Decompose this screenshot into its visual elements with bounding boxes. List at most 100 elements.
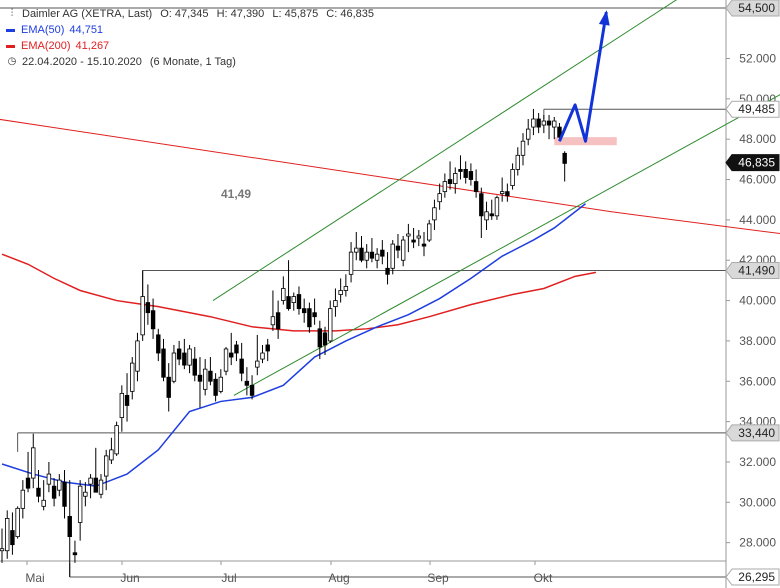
high-value: H: 47,390 — [216, 8, 265, 20]
candle — [546, 114, 552, 140]
candle-body — [57, 479, 62, 491]
candle-body — [442, 181, 448, 193]
candle-body — [281, 288, 286, 301]
candle-body — [229, 352, 234, 358]
candle — [67, 480, 72, 577]
candle — [301, 298, 307, 323]
candle-body — [505, 191, 510, 197]
candle-body — [77, 485, 83, 523]
candle-body — [437, 193, 442, 203]
candle — [161, 338, 166, 382]
candle-body — [468, 171, 474, 180]
candle-body — [202, 368, 208, 390]
price-tag-label: 33,440 — [738, 426, 775, 440]
price-tag-label: 54,500 — [738, 1, 775, 15]
candle-body — [5, 518, 10, 552]
candle-body — [67, 516, 72, 538]
candle-body — [31, 447, 36, 479]
candle-body — [197, 374, 203, 382]
candle-body — [223, 348, 229, 372]
candle-body — [145, 302, 151, 314]
candle — [552, 116, 557, 140]
candle-body — [427, 223, 432, 241]
price-tag-label: 26,295 — [738, 570, 775, 584]
candle — [275, 300, 281, 339]
candle — [15, 506, 20, 539]
candle — [114, 421, 119, 456]
y-tick-label: 32.000 — [739, 455, 776, 469]
candle-body — [458, 169, 463, 172]
candle — [296, 286, 302, 315]
candle — [20, 480, 26, 519]
candle — [244, 367, 250, 396]
candle — [432, 199, 437, 230]
price-tag: 54,500 — [725, 0, 780, 17]
candle — [104, 449, 109, 491]
candle — [130, 357, 135, 400]
candle — [385, 252, 390, 285]
candle — [197, 357, 203, 408]
candle-body — [536, 118, 541, 128]
candle — [119, 385, 125, 432]
candle — [124, 373, 130, 422]
candle-body — [546, 120, 552, 126]
candle — [223, 346, 229, 376]
candle-body — [416, 235, 421, 239]
x-tick-label: Mai — [25, 571, 44, 585]
candle — [468, 163, 474, 186]
candle — [25, 451, 31, 493]
candle — [192, 346, 197, 382]
candle-body — [93, 477, 98, 493]
low-value: L: 45,875 — [272, 8, 319, 20]
candle — [208, 357, 213, 386]
candle — [411, 227, 416, 249]
candle — [249, 375, 255, 400]
candle — [88, 474, 93, 499]
candle-body — [499, 191, 505, 195]
ema200-line — [1, 253, 597, 332]
candle-body — [140, 296, 145, 336]
ema50-label: EMA(50) — [21, 24, 65, 36]
candle — [338, 278, 343, 303]
candle — [380, 240, 385, 265]
candle — [484, 201, 489, 230]
candle — [239, 342, 244, 382]
price-tag-box — [725, 262, 780, 280]
forecast-arrow-head — [598, 10, 610, 26]
candle-body — [244, 380, 250, 386]
x-tick-label: Sep — [427, 571, 449, 585]
price-tag-box — [725, 568, 780, 586]
channel-lower-line — [233, 94, 780, 396]
candle — [442, 173, 448, 198]
candle — [390, 240, 395, 275]
candle-body — [421, 243, 427, 247]
y-tick-label: 38.000 — [739, 334, 776, 348]
candle-body — [25, 477, 31, 489]
candle-body — [275, 312, 281, 330]
candle — [562, 151, 567, 182]
candle — [260, 344, 265, 364]
candle — [322, 326, 328, 356]
candle — [406, 223, 411, 253]
ema200-label: EMA(200) — [21, 40, 71, 52]
y-tick-label: 36.000 — [739, 374, 776, 388]
candle — [505, 183, 510, 202]
candle-body — [400, 239, 406, 261]
candle-body — [156, 334, 161, 354]
candle-body — [552, 120, 557, 128]
candle-body — [187, 348, 192, 366]
candle-body — [411, 239, 416, 243]
candle — [453, 167, 458, 194]
candle-body — [51, 485, 57, 499]
price-tag: 41,490 — [725, 262, 780, 280]
candle — [333, 288, 338, 317]
candle — [140, 270, 145, 341]
candle — [473, 169, 479, 198]
candle — [145, 284, 151, 325]
candle-body — [333, 300, 338, 308]
candle — [109, 437, 114, 464]
candle — [51, 478, 57, 507]
candle-body — [135, 340, 140, 372]
candle-body — [88, 477, 93, 485]
price-tag: 26,295 — [725, 568, 780, 586]
